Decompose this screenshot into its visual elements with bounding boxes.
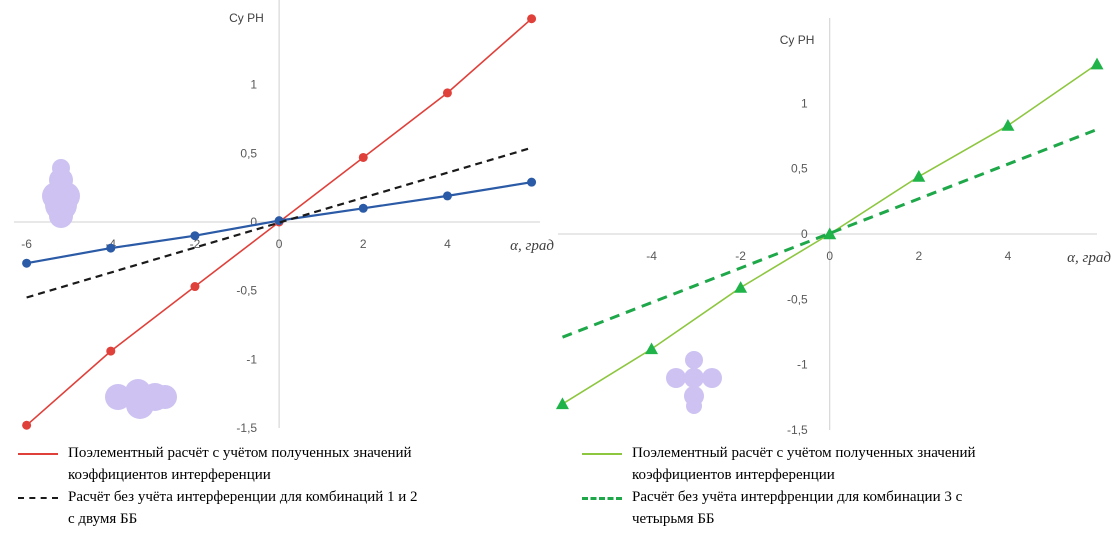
x-tick-label: 0 xyxy=(826,249,833,263)
data-point xyxy=(190,231,200,241)
y-tick-label: -1,5 xyxy=(236,421,257,435)
x-tick-label: 4 xyxy=(444,237,451,251)
lavender-blob xyxy=(686,398,702,414)
x-tick-label: -2 xyxy=(190,237,201,251)
data-point xyxy=(106,243,116,253)
data-point xyxy=(358,152,368,162)
legend-swatch-red xyxy=(18,453,58,455)
y-tick-label: 0,5 xyxy=(240,146,257,160)
legend-item-black-dashed: Расчёт без учёта интерференции для комби… xyxy=(18,486,548,530)
legend-text-line1: Поэлементный расчёт с учётом полученных … xyxy=(632,445,976,461)
y-tick-label: 0 xyxy=(250,215,257,229)
lavender-blob xyxy=(153,385,177,409)
series-line-3 xyxy=(26,146,532,299)
data-point xyxy=(912,170,926,182)
legend-item-red-solid: Поэлементный расчёт с учётом полученных … xyxy=(18,442,548,486)
legend-text-line2: коэффициентов интерференции xyxy=(68,467,271,483)
data-point xyxy=(734,281,748,293)
y-tick-label: -0,5 xyxy=(787,292,808,306)
x-axis-title: α, град xyxy=(1067,250,1111,266)
y-tick-label: -0,5 xyxy=(236,284,257,298)
legend-swatch-black-dashed xyxy=(18,497,58,499)
y-axis-title: Cy РН xyxy=(780,33,815,47)
y-tick-label: 0,5 xyxy=(791,162,808,176)
lavender-blob xyxy=(685,351,703,369)
data-point xyxy=(1001,119,1015,131)
legend-text-line1: Расчёт без учёта интерференции для комби… xyxy=(68,489,418,505)
data-point xyxy=(645,342,659,355)
data-point xyxy=(442,88,452,98)
data-point xyxy=(358,203,368,213)
legend-text-line2: с двумя ББ xyxy=(68,511,138,527)
legend-swatch-green-dashed xyxy=(582,497,622,500)
y-tick-label: 0 xyxy=(801,227,808,241)
legend-left: Поэлементный расчёт с учётом полученных … xyxy=(18,442,548,530)
data-point xyxy=(22,258,32,268)
lavender-blob xyxy=(702,368,722,388)
x-tick-label: -6 xyxy=(21,237,32,251)
lavender-blob xyxy=(666,368,686,388)
y-axis-title: Cy РН xyxy=(229,11,264,25)
y-tick-label: -1 xyxy=(797,358,808,372)
data-point xyxy=(106,346,116,356)
legend-item-green-dashed: Расчёт без учёта интерфренции для комбин… xyxy=(582,486,1107,530)
lavender-blob xyxy=(684,368,704,388)
data-point xyxy=(823,227,837,240)
legend-text-line1: Расчёт без учёта интерфренции для комбин… xyxy=(632,489,963,505)
data-point xyxy=(1090,57,1104,70)
legend-text-line2: коэффициентов интерференции xyxy=(632,467,835,483)
data-point xyxy=(527,177,537,187)
legend-item-lightgreen-solid: Поэлементный расчёт с учётом полученных … xyxy=(582,442,1107,486)
data-point xyxy=(190,282,200,292)
chart-right: -4 -2 0 2 4 1 0,5 0 -0,5 -1 -1,5 Cy РН α, град xyxy=(555,18,1111,437)
y-tick-label: 1 xyxy=(801,96,808,110)
decorative-shapes xyxy=(42,159,722,419)
y-tick-label: -1,5 xyxy=(787,423,808,437)
lavender-blob xyxy=(49,204,73,228)
x-tick-label: 0 xyxy=(276,237,283,251)
x-axis-title: α, град xyxy=(510,238,554,254)
data-point xyxy=(442,191,452,201)
x-tick-label: 2 xyxy=(360,237,367,251)
legend-text-line1: Поэлементный расчёт с учётом полученных … xyxy=(68,445,412,461)
x-tick-label: 2 xyxy=(915,249,922,263)
data-point xyxy=(22,420,32,430)
x-tick-label: 4 xyxy=(1005,249,1012,263)
legend-text-line2: четырьмя ББ xyxy=(632,511,715,527)
y-tick-label: -1 xyxy=(246,352,257,366)
legend-swatch-lightgreen xyxy=(582,453,622,455)
x-tick-label: -2 xyxy=(735,249,746,263)
data-point xyxy=(527,14,537,24)
lavender-blob xyxy=(126,391,154,419)
y-tick-label: 1 xyxy=(250,78,257,92)
lavender-blob xyxy=(105,384,131,410)
x-tick-label: -4 xyxy=(646,249,657,263)
legend-right: Поэлементный расчёт с учётом полученных … xyxy=(582,442,1107,530)
series-line-2 xyxy=(561,128,1098,339)
data-point xyxy=(555,397,569,410)
